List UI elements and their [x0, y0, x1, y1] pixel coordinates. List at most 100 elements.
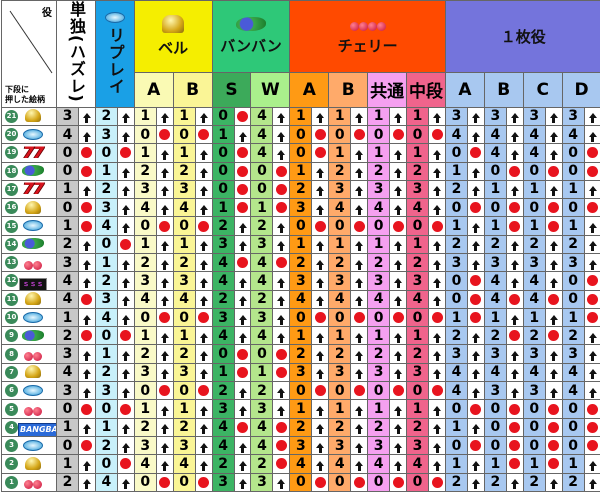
up-arrow-icon: [161, 461, 169, 466]
mark-cell: [234, 473, 251, 491]
up-arrow-icon: [433, 443, 441, 448]
mark-cell: [273, 400, 290, 418]
value-cell: 3: [251, 235, 273, 253]
banban-icon: [236, 17, 266, 31]
mark-cell: [429, 363, 446, 381]
mark-cell: [156, 144, 173, 162]
mark-cell: [117, 363, 134, 381]
mark-cell: [117, 217, 134, 235]
mark-cell: [351, 107, 368, 125]
symbol: [18, 109, 48, 123]
up-arrow-icon: [511, 315, 519, 320]
up-arrow-icon: [239, 278, 247, 283]
mark-cell: [429, 144, 446, 162]
red-dot-icon: [315, 221, 326, 232]
value-cell: 2: [329, 254, 351, 272]
mark-cell: [273, 455, 290, 473]
red-dot-icon: [159, 477, 170, 488]
value-cell: 3: [329, 272, 351, 290]
value-cell: 4: [562, 363, 584, 381]
mark-cell: [429, 473, 446, 491]
up-arrow-icon: [122, 113, 130, 118]
mark-cell: [117, 125, 134, 143]
value-cell: 3: [523, 345, 545, 363]
up-arrow-icon: [511, 186, 519, 191]
mark-cell: [79, 180, 96, 198]
mark-cell: [351, 180, 368, 198]
mark-cell: [195, 217, 212, 235]
mark-cell: [234, 308, 251, 326]
mark-cell: [312, 418, 329, 436]
value-cell: 0: [368, 382, 390, 400]
red-dot-icon: [198, 129, 209, 140]
value-cell: 4: [173, 199, 195, 217]
value-cell: 1: [251, 199, 273, 217]
value-cell: 4: [407, 199, 429, 217]
red-dot-icon: [509, 221, 520, 232]
value-cell: 2: [173, 418, 195, 436]
mark-cell: [429, 400, 446, 418]
up-arrow-icon: [161, 186, 169, 191]
mark-cell: [273, 327, 290, 345]
value-cell: 1: [173, 327, 195, 345]
red-dot-icon: [393, 129, 404, 140]
mark-cell: [584, 254, 600, 272]
value-cell: 1: [134, 400, 156, 418]
up-arrow-icon: [394, 351, 402, 356]
value-cell: 1: [134, 327, 156, 345]
up-arrow-icon: [589, 461, 597, 466]
mark-cell: [117, 308, 134, 326]
mark-cell: [390, 382, 407, 400]
value-cell: 1: [407, 107, 429, 125]
up-arrow-icon: [122, 296, 130, 301]
value-cell: 2: [407, 254, 429, 272]
value-cell: 2: [562, 473, 584, 491]
mark-cell: [79, 272, 96, 290]
mark-cell: [545, 235, 562, 253]
mark-cell: [273, 125, 290, 143]
up-arrow-icon: [161, 260, 169, 265]
mark-cell: [545, 180, 562, 198]
value-cell: 3: [212, 308, 234, 326]
banban-icon: [22, 165, 44, 176]
mark-cell: [273, 254, 290, 272]
up-arrow-icon: [433, 278, 441, 283]
row-number-badge: 14: [5, 238, 18, 251]
value-cell: 4: [407, 290, 429, 308]
mark-cell: [312, 217, 329, 235]
value-cell: 0: [523, 199, 545, 217]
up-arrow-icon: [394, 278, 402, 283]
value-cell: 1: [95, 345, 117, 363]
up-arrow-icon: [122, 351, 130, 356]
symbol: 77: [18, 182, 48, 196]
mark-cell: [390, 400, 407, 418]
value-cell: 2: [484, 473, 506, 491]
mark-cell: [79, 199, 96, 217]
value-cell: 3: [134, 272, 156, 290]
mark-cell: [195, 308, 212, 326]
value-cell: 1: [251, 363, 273, 381]
up-arrow-icon: [511, 351, 519, 356]
value-cell: 1: [134, 107, 156, 125]
red-dot-icon: [432, 221, 443, 232]
value-cell: 4: [407, 455, 429, 473]
row-number-badge: 19: [5, 146, 18, 159]
up-arrow-icon: [394, 186, 402, 191]
up-arrow-icon: [316, 205, 324, 210]
value-cell: 4: [562, 125, 584, 143]
up-arrow-icon: [355, 186, 363, 191]
mark-cell: [156, 217, 173, 235]
row-label: 10: [2, 308, 57, 326]
mark-cell: [273, 272, 290, 290]
value-cell: 3: [212, 473, 234, 491]
red-dot-icon: [548, 166, 559, 177]
value-cell: 0: [484, 162, 506, 180]
value-cell: 2: [57, 327, 79, 345]
mark-cell: [79, 254, 96, 272]
red-dot-icon: [237, 166, 248, 177]
up-arrow-icon: [200, 150, 208, 155]
mark-cell: [312, 180, 329, 198]
up-arrow-icon: [239, 333, 247, 338]
symbol: [18, 329, 48, 343]
